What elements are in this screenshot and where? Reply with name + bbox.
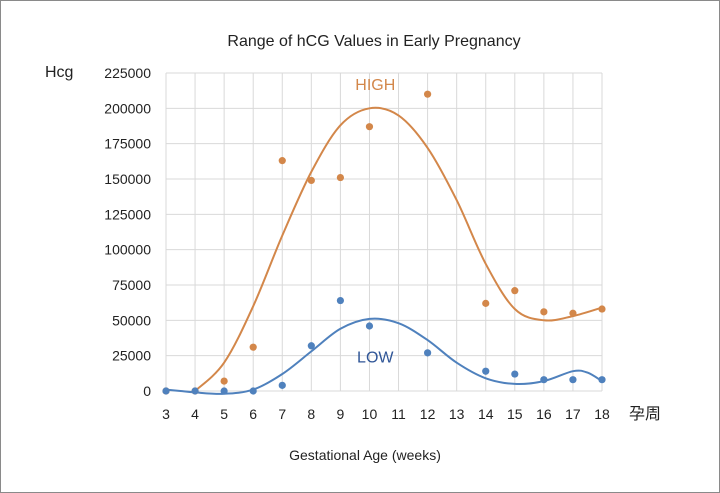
high-data-point — [249, 343, 257, 351]
high-data-point — [220, 377, 228, 385]
x-tick-label: 9 — [337, 406, 345, 422]
series-annotations: HIGH LOW — [355, 77, 395, 367]
low-data-point — [162, 387, 170, 395]
y-tick-label: 25000 — [112, 348, 151, 364]
x-tick-label: 14 — [478, 406, 494, 422]
y-tick-label: 100000 — [104, 242, 151, 258]
x-tick-label: 15 — [507, 406, 523, 422]
low-data-point — [278, 381, 286, 389]
chart-title: Range of hCG Values in Early Pregnancy — [227, 33, 520, 50]
low-annotation: LOW — [357, 350, 394, 367]
data-points — [162, 90, 606, 395]
low-data-point — [569, 376, 577, 384]
y-tick-label: 125000 — [104, 206, 151, 222]
low-data-point — [365, 322, 374, 330]
high-data-point — [278, 157, 286, 165]
y-tick-label: 150000 — [104, 171, 151, 187]
low-data-point — [220, 387, 228, 395]
x-tick-label: 4 — [191, 406, 199, 422]
y-axis-label: Hcg — [45, 64, 73, 81]
high-trend-line — [194, 106, 603, 392]
y-tick-label: 50000 — [112, 312, 151, 328]
x-tick-label: 5 — [220, 406, 228, 422]
low-data-point — [307, 342, 315, 350]
low-data-point — [598, 376, 606, 384]
low-data-point — [191, 387, 199, 395]
high-data-point — [482, 299, 490, 307]
x-tick-label: 6 — [249, 406, 257, 422]
high-data-point — [569, 309, 577, 317]
y-tick-labels: 0 25000 50000 75000 100000 125000 150000 175000… — [104, 65, 151, 399]
low-data-point — [424, 349, 432, 357]
x-tick-label: 8 — [307, 406, 315, 422]
high-data-point — [307, 176, 315, 185]
y-tick-label: 175000 — [104, 136, 151, 152]
low-data-point — [249, 387, 257, 395]
high-data-point — [424, 90, 432, 98]
high-data-point — [336, 173, 344, 182]
x-tick-label: 10 — [362, 406, 378, 422]
low-data-point — [511, 370, 519, 378]
x-axis-label: Gestational Age (weeks) — [289, 447, 441, 463]
x-tick-label: 17 — [565, 406, 581, 422]
high-data-point — [540, 308, 548, 316]
y-tick-label: 225000 — [104, 65, 151, 81]
x-tick-labels: 3 4 5 6 7 8 9 10 11 12 13 14 15 16 17 18 — [162, 406, 610, 422]
y-tick-label: 75000 — [112, 277, 151, 293]
grid — [165, 72, 603, 392]
high-data-point — [598, 305, 606, 313]
low-data-point — [482, 367, 490, 375]
x-tick-label: 18 — [594, 406, 610, 422]
low-data-point — [336, 296, 344, 305]
x-tick-label: 13 — [449, 406, 465, 422]
x-tick-label: 12 — [420, 406, 436, 422]
x-tick-label: 11 — [391, 406, 406, 422]
x-tick-label: 7 — [278, 406, 286, 422]
y-tick-label: 200000 — [104, 100, 151, 116]
high-annotation: HIGH — [355, 77, 395, 94]
high-data-point — [365, 123, 374, 131]
x-tick-label: 3 — [162, 406, 170, 422]
x-unit-label: 孕周 — [629, 406, 661, 423]
y-tick-label: 0 — [143, 383, 151, 399]
x-tick-label: 16 — [536, 406, 552, 422]
low-data-point — [540, 376, 548, 384]
high-data-point — [511, 287, 519, 295]
